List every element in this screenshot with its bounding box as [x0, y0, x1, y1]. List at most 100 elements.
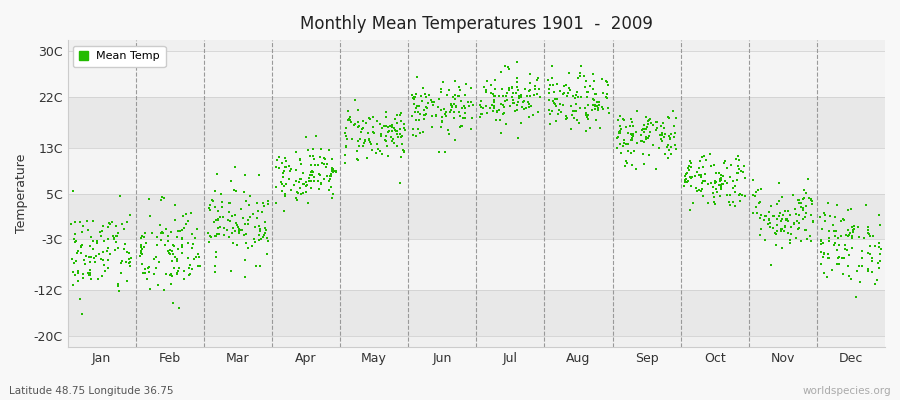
Point	[557, 90, 572, 96]
Point	[207, 263, 221, 269]
Point	[277, 190, 292, 197]
Point	[770, 216, 784, 222]
Point	[442, 130, 456, 137]
Point	[523, 80, 537, 86]
Point	[83, 270, 97, 276]
Point	[522, 101, 536, 107]
Point	[522, 104, 536, 110]
Point	[576, 73, 590, 79]
Point	[797, 214, 812, 221]
Point	[344, 118, 358, 125]
Point	[145, 230, 159, 236]
Point	[830, 201, 844, 208]
Point	[587, 97, 601, 103]
Point	[306, 178, 320, 185]
Point	[232, 226, 247, 232]
Point	[324, 171, 338, 177]
Point	[478, 88, 492, 94]
Point	[800, 236, 814, 242]
Point	[650, 119, 664, 126]
Point	[544, 82, 558, 88]
Point	[653, 132, 668, 138]
Point	[394, 141, 409, 147]
Point	[425, 99, 439, 106]
Point	[350, 124, 365, 130]
Point	[531, 75, 545, 82]
Point	[342, 117, 356, 123]
Point	[630, 140, 644, 146]
Point	[637, 161, 652, 168]
Point	[223, 218, 238, 225]
Point	[67, 236, 81, 242]
Point	[464, 99, 479, 105]
Point	[211, 208, 225, 214]
Point	[794, 204, 808, 210]
Point	[208, 269, 222, 275]
Point	[210, 231, 224, 238]
Point	[435, 119, 449, 125]
Point	[124, 255, 139, 261]
Point	[75, 242, 89, 249]
Point	[480, 110, 494, 116]
Point	[419, 94, 434, 100]
Point	[323, 175, 338, 182]
Point	[753, 226, 768, 232]
Point	[683, 182, 698, 189]
Point	[275, 181, 290, 187]
Point	[699, 156, 714, 163]
Point	[775, 226, 789, 232]
Point	[373, 120, 387, 127]
Point	[600, 78, 615, 85]
Bar	[68, 148, 885, 194]
Point	[725, 185, 740, 191]
Point	[700, 200, 715, 206]
Point	[753, 215, 768, 222]
Point	[590, 99, 604, 106]
Point	[309, 133, 323, 140]
Point	[72, 296, 86, 302]
Point	[434, 88, 448, 95]
Point	[217, 225, 231, 232]
Point	[256, 203, 271, 209]
Point	[193, 263, 207, 269]
Point	[117, 246, 131, 252]
Point	[303, 152, 318, 159]
Point	[209, 249, 223, 256]
Point	[478, 103, 492, 109]
Point	[472, 101, 487, 108]
Point	[345, 136, 359, 142]
Point	[308, 162, 322, 168]
Point	[568, 95, 582, 102]
Point	[89, 253, 104, 259]
Point	[573, 73, 588, 80]
Point	[386, 136, 400, 142]
Point	[221, 234, 236, 240]
Point	[410, 102, 424, 109]
Point	[610, 134, 625, 140]
Point	[832, 260, 846, 267]
Point	[806, 198, 820, 204]
Point	[510, 87, 525, 94]
Point	[779, 216, 794, 222]
Point	[182, 271, 196, 278]
Point	[847, 226, 861, 232]
Point	[661, 155, 675, 162]
Point	[113, 260, 128, 266]
Point	[708, 170, 723, 176]
Point	[370, 117, 384, 124]
Point	[523, 93, 537, 100]
Point	[723, 192, 737, 198]
Point	[452, 84, 466, 90]
Point	[599, 78, 614, 84]
Point	[579, 128, 593, 134]
Point	[710, 189, 724, 195]
Point	[656, 134, 670, 140]
Point	[393, 131, 408, 137]
Point	[487, 99, 501, 105]
Point	[780, 230, 795, 236]
Point	[716, 172, 730, 179]
Point	[83, 259, 97, 266]
Point	[516, 99, 530, 106]
Point	[65, 256, 79, 262]
Point	[508, 90, 523, 96]
